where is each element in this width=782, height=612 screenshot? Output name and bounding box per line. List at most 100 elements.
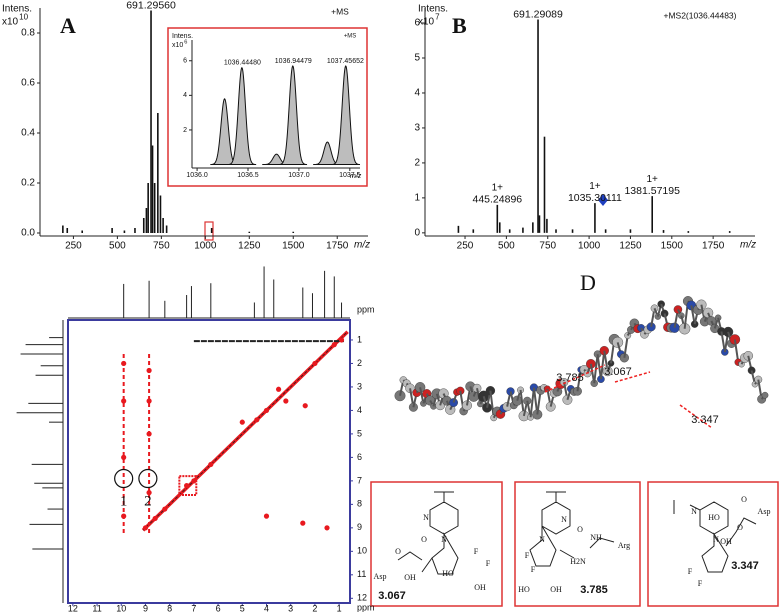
cross-peak — [121, 513, 127, 519]
cross-peak — [312, 360, 318, 367]
x-axis-label: m/z — [354, 240, 370, 251]
atom-label: N — [423, 513, 429, 522]
y-tick-label: 4 — [183, 92, 187, 99]
x-tick-label: 1037.5 — [339, 172, 361, 179]
contact — [544, 364, 606, 393]
y-exponent: 10 — [19, 13, 28, 22]
highlight-circle — [114, 468, 134, 489]
structure — [673, 500, 757, 573]
x-tick-label: 12 — [68, 603, 78, 612]
structure — [529, 491, 615, 567]
cross-peak — [146, 431, 152, 437]
peak-label: 1036.44480 — [224, 60, 261, 67]
panel-label: A — [60, 13, 76, 38]
y-tick-label: 6 — [183, 58, 187, 65]
y-axis-label: ppm — [357, 304, 375, 314]
x-tick-label: 7 — [191, 603, 196, 612]
y-tick-label: 0.8 — [21, 28, 35, 39]
cross-peak — [300, 520, 306, 526]
y-tick-label: 4 — [414, 88, 420, 99]
x-tick-label: 500 — [498, 241, 515, 252]
distance-label: 3.067 — [604, 366, 632, 378]
x-tick-label: 1750 — [326, 241, 349, 252]
panel-label: D — [580, 270, 596, 295]
cross-peak — [121, 398, 127, 404]
x-axis-label: ppm — [357, 602, 375, 612]
atom-label: O — [577, 525, 583, 534]
bond — [529, 387, 535, 418]
charge-label: 1+ — [492, 183, 504, 194]
cross-peak — [191, 478, 197, 484]
bond — [623, 335, 629, 358]
distance-label: 3.347 — [731, 560, 759, 572]
y-tick-label: 5 — [357, 428, 362, 438]
distance-label: 3.067 — [378, 590, 406, 602]
y-tick-label: 4 — [357, 405, 362, 415]
atom-label: O — [741, 495, 747, 504]
distance-label: 3.785 — [580, 584, 608, 596]
peak-label: 691.29560 — [126, 0, 176, 11]
isotope-peak — [227, 66, 257, 166]
y-tick-label: 0 — [414, 227, 420, 238]
atom-label: F — [474, 547, 479, 556]
cross-peak — [142, 525, 149, 531]
y-tick-label: 0.0 — [21, 228, 35, 239]
cross-peak — [121, 454, 127, 460]
x-axis-label: m/z — [350, 173, 362, 180]
distance-label: 3.785 — [556, 372, 584, 384]
atom-label: N — [561, 515, 567, 524]
y-tick-label: 9 — [357, 522, 362, 532]
y-tick-label: 6 — [414, 18, 420, 29]
atom-label: Arg — [618, 541, 630, 550]
y-scale: x10 — [2, 17, 19, 28]
x-tick-label: 750 — [153, 241, 170, 252]
detail-box — [370, 481, 503, 607]
cross-peak — [162, 506, 168, 512]
y-tick-label: 2 — [414, 158, 420, 169]
x-tick-label: 4 — [264, 603, 269, 612]
x-axis-label: m/z — [740, 240, 756, 251]
x-tick-label: 2 — [312, 603, 317, 612]
cross-peak — [263, 407, 270, 414]
y-tick-label: 0.4 — [21, 128, 35, 139]
x-tick-label: 750 — [539, 241, 556, 252]
bond — [596, 354, 602, 380]
y-axis-label: Intens. — [172, 33, 193, 40]
panel-label: B — [452, 13, 467, 38]
atom-label: O — [421, 535, 427, 544]
title: +MS — [344, 34, 356, 40]
atom-label: OH — [474, 583, 486, 592]
atom-label: HO — [442, 569, 454, 578]
x-tick-label: 1500 — [282, 241, 305, 252]
y-tick-label: 0.2 — [21, 178, 35, 189]
peak-label: 445.24896 — [473, 194, 523, 206]
y-tick-label: 3 — [414, 123, 420, 134]
x-tick-label: 8 — [167, 603, 172, 612]
bond — [733, 339, 740, 363]
atom-label: N — [539, 535, 545, 544]
atom-label: N — [691, 507, 697, 516]
cross-peak — [338, 337, 345, 343]
x-tick-label: 1750 — [702, 241, 725, 252]
atom-label: NH — [590, 533, 602, 542]
atom — [761, 391, 769, 399]
cross-peak — [283, 398, 289, 404]
x-tick-label: 500 — [109, 241, 126, 252]
y-scale: x10 — [172, 42, 183, 49]
contact — [614, 371, 651, 383]
atom-label: O — [395, 547, 401, 556]
y-tick-label: 0.6 — [21, 78, 35, 89]
cross-peak — [146, 490, 152, 496]
cross-peak — [324, 525, 330, 531]
x-tick-label: 9 — [143, 603, 148, 612]
atom-label: O — [737, 523, 743, 532]
cross-peak — [331, 342, 337, 348]
structure — [397, 491, 459, 575]
x-tick-label: 1250 — [238, 241, 261, 252]
x-tick-label: 250 — [457, 241, 474, 252]
atom-label: Asp — [374, 572, 387, 581]
x-tick-label: 11 — [92, 603, 101, 612]
cross-peak — [275, 386, 282, 392]
x-tick-label: 5 — [240, 603, 245, 612]
atom-label: F — [486, 559, 491, 568]
